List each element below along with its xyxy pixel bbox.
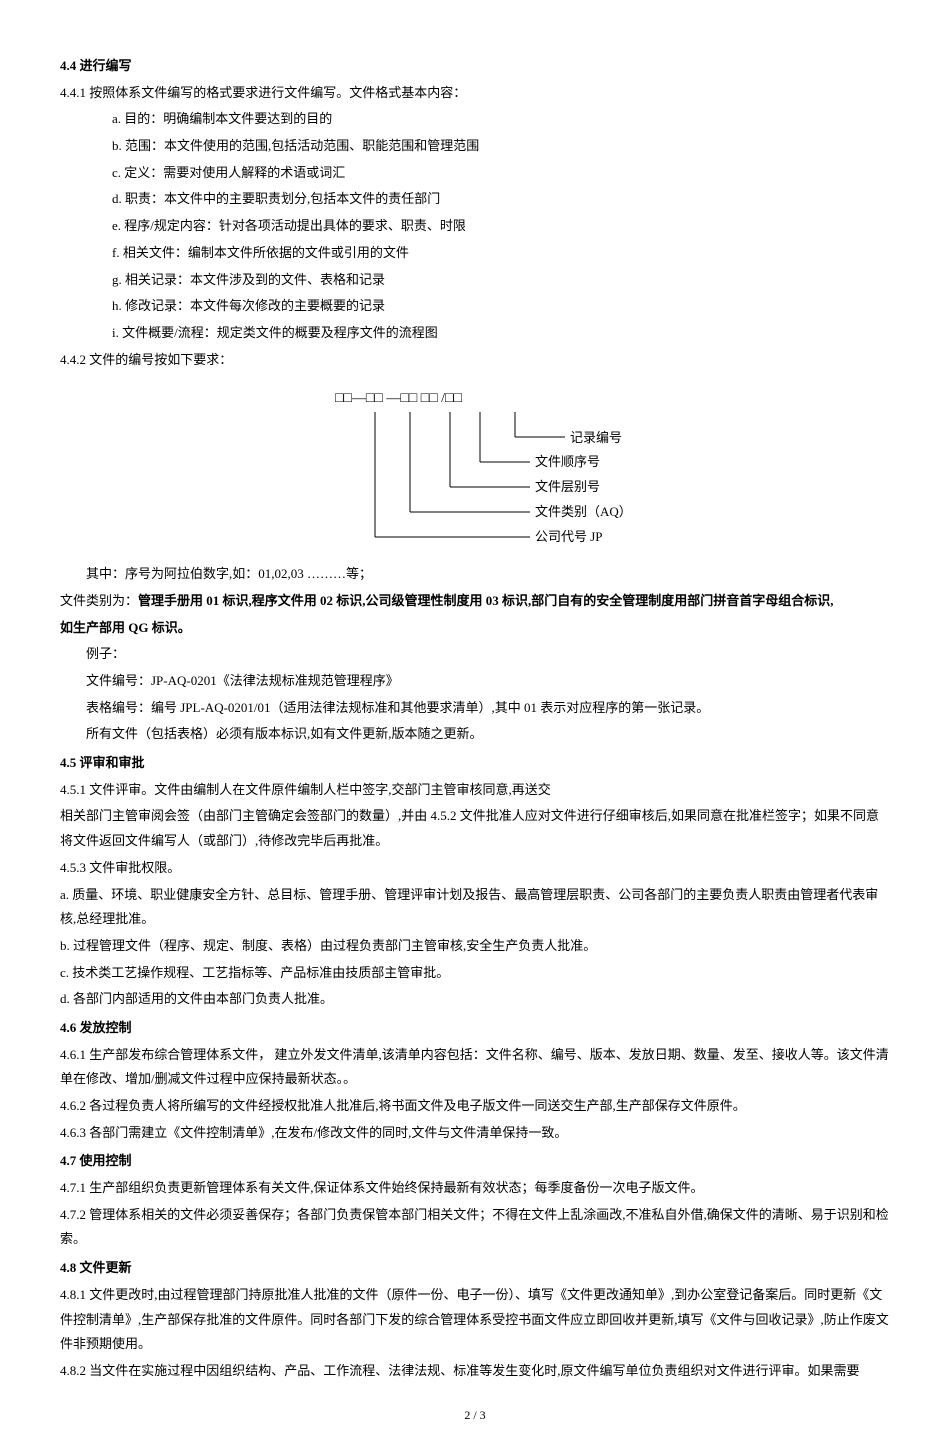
para-451b: 相关部门主管审阅会签（由部门主管确定会签部门的数量）,并由 4.5.2 文件批准…: [60, 804, 890, 853]
type-note: 文件类别为：管理手册用 01 标识,程序文件用 02 标识,公司级管理性制度用 …: [60, 589, 890, 614]
item-c: c. 定义：需要对使用人解释的术语或词汇: [60, 161, 890, 186]
numbering-diagram: □□—□□ —□□ □□ /□□ 记录编号 文件顺序号 文件层别号 文件类别（A…: [275, 382, 675, 552]
section-4-6-title: 4.6 发放控制: [60, 1016, 890, 1041]
example-label: 例子：: [60, 642, 890, 667]
para-472: 4.7.2 管理体系相关的文件必须妥善保存；各部门负责保管本部门相关文件；不得在…: [60, 1203, 890, 1252]
svg-text:文件顺序号: 文件顺序号: [535, 454, 600, 469]
example-3: 所有文件（包括表格）必须有版本标识,如有文件更新,版本随之更新。: [60, 722, 890, 747]
para-453d: d. 各部门内部适用的文件由本部门负责人批准。: [60, 987, 890, 1012]
para-463: 4.6.3 各部门需建立《文件控制清单》,在发布/修改文件的同时,文件与文件清单…: [60, 1121, 890, 1146]
para-453a: a. 质量、环境、职业健康安全方针、总目标、管理手册、管理评审计划及报告、最高管…: [60, 883, 890, 932]
example-2: 表格编号：编号 JPL-AQ-0201/01（适用法律法规标准和其他要求清单）,…: [60, 696, 890, 721]
svg-text:记录编号: 记录编号: [570, 430, 622, 445]
diagram-top-row: □□—□□ —□□ □□ /□□: [335, 391, 462, 406]
item-a: a. 目的：明确编制本文件要达到的目的: [60, 107, 890, 132]
svg-text:公司代号 JP: 公司代号 JP: [535, 529, 603, 544]
para-461: 4.6.1 生产部发布综合管理体系文件， 建立外发文件清单,该清单内容包括：文件…: [60, 1043, 890, 1092]
para-453c: c. 技术类工艺操作规程、工艺指标等、产品标准由技质部主管审批。: [60, 961, 890, 986]
para-442: 4.4.2 文件的编号按如下要求：: [60, 348, 890, 373]
section-4-7-title: 4.7 使用控制: [60, 1149, 890, 1174]
para-441: 4.4.1 按照体系文件编写的格式要求进行文件编写。文件格式基本内容：: [60, 81, 890, 106]
item-i: i. 文件概要/流程：规定类文件的概要及程序文件的流程图: [60, 321, 890, 346]
type-note-prefix: 文件类别为：: [60, 593, 138, 608]
section-4-4-title: 4.4 进行编写: [60, 54, 890, 79]
seq-note: 其中：序号为阿拉伯数字,如：01,02,03 ………等；: [60, 562, 890, 587]
para-482: 4.8.2 当文件在实施过程中因组织结构、产品、工作流程、法律法规、标准等发生变…: [60, 1359, 890, 1384]
example-1: 文件编号：JP-AQ-0201《法律法规标准规范管理程序》: [60, 669, 890, 694]
type-note-bold: 管理手册用 01 标识,程序文件用 02 标识,公司级管理性制度用 03 标识,…: [138, 593, 834, 608]
para-453b: b. 过程管理文件（程序、规定、制度、表格）由过程负责部门主管审核,安全生产负责…: [60, 934, 890, 959]
item-d: d. 职责：本文件中的主要职责划分,包括本文件的责任部门: [60, 187, 890, 212]
item-h: h. 修改记录：本文件每次修改的主要概要的记录: [60, 294, 890, 319]
section-4-5-title: 4.5 评审和审批: [60, 751, 890, 776]
para-462: 4.6.2 各过程负责人将所编写的文件经授权批准人批准后,将书面文件及电子版文件…: [60, 1094, 890, 1119]
item-f: f. 相关文件：编制本文件所依据的文件或引用的文件: [60, 241, 890, 266]
para-451: 4.5.1 文件评审。文件由编制人在文件原件编制人栏中签字,交部门主管审核同意,…: [60, 778, 890, 803]
page-number: 2 / 3: [60, 1404, 890, 1427]
para-481: 4.8.1 文件更改时,由过程管理部门持原批准人批准的文件（原件一份、电子一份）…: [60, 1283, 890, 1357]
section-4-8-title: 4.8 文件更新: [60, 1256, 890, 1281]
type-note-3: 如生产部用 QG 标识。: [60, 616, 890, 641]
item-e: e. 程序/规定内容：针对各项活动提出具体的要求、职责、时限: [60, 214, 890, 239]
item-g: g. 相关记录：本文件涉及到的文件、表格和记录: [60, 268, 890, 293]
para-453: 4.5.3 文件审批权限。: [60, 856, 890, 881]
item-b: b. 范围：本文件使用的范围,包括活动范围、职能范围和管理范围: [60, 134, 890, 159]
para-471: 4.7.1 生产部组织负责更新管理体系有关文件,保证体系文件始终保持最新有效状态…: [60, 1176, 890, 1201]
svg-text:文件类别（AQ）: 文件类别（AQ）: [535, 504, 632, 519]
svg-text:文件层别号: 文件层别号: [535, 479, 600, 494]
